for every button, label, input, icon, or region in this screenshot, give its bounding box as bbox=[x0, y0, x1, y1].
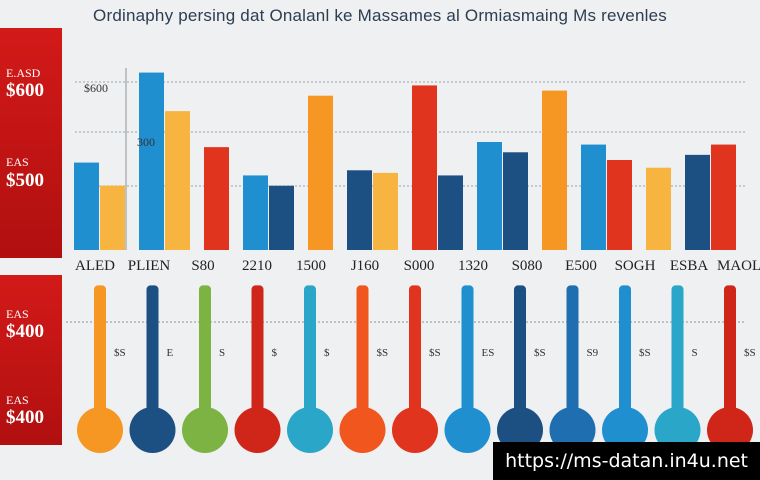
x-tick-label: 2210 bbox=[242, 258, 272, 274]
bar bbox=[477, 142, 502, 250]
x-tick-label: J160 bbox=[351, 258, 379, 274]
sidebar-label: EAS bbox=[6, 393, 29, 407]
bar bbox=[542, 90, 567, 250]
watermark-url: https://ms-datan.in4u.net bbox=[493, 442, 760, 480]
bar bbox=[243, 175, 268, 250]
x-axis-labels: ALED PLIEN S80 2210 1500 J160 S000 1320 S080 E500… bbox=[75, 258, 760, 274]
bar bbox=[646, 167, 671, 250]
bar bbox=[438, 175, 463, 250]
lollipop-stem bbox=[251, 285, 264, 415]
x-tick-label: S000 bbox=[404, 258, 435, 274]
bar bbox=[581, 144, 606, 250]
bar bbox=[607, 160, 632, 250]
lollipop-head bbox=[234, 407, 281, 453]
lollipop-head bbox=[392, 407, 438, 453]
lollipop-head bbox=[287, 407, 333, 453]
sidebar-top: E.ASD $600 EAS $500 bbox=[0, 28, 62, 258]
lollipop-label: E bbox=[167, 347, 174, 359]
lollipop-stem bbox=[566, 285, 579, 415]
bar bbox=[100, 185, 125, 250]
sidebar-bottom: EAS $400 EAS $400 bbox=[0, 275, 62, 445]
bar bbox=[711, 144, 736, 250]
x-tick-label: S80 bbox=[191, 258, 214, 274]
sidebar-label: EAS bbox=[6, 307, 29, 321]
bar bbox=[412, 85, 437, 250]
bar bbox=[347, 170, 372, 250]
x-tick-label: SOGH bbox=[615, 258, 656, 274]
lollipop-stem bbox=[619, 285, 631, 415]
lollipop-label: $S bbox=[744, 347, 756, 359]
sidebar-value: $400 bbox=[6, 407, 44, 428]
lollipop-head bbox=[444, 407, 491, 453]
sidebar-label: E.ASD bbox=[6, 66, 41, 80]
lollipop-head bbox=[129, 407, 176, 453]
lollipop-stem bbox=[409, 285, 421, 415]
sidebar-label: EAS bbox=[6, 155, 29, 169]
lollipop-head bbox=[497, 407, 543, 453]
lollipop-head bbox=[549, 407, 596, 453]
chart-grid bbox=[66, 68, 745, 323]
lollipop-label: $S bbox=[429, 347, 441, 359]
lollipop-label: S bbox=[219, 347, 225, 359]
lollipop-stem bbox=[671, 285, 684, 415]
chart-title: Ordinaphy persing dat Onalanl ke Massame… bbox=[93, 6, 667, 25]
x-tick-label: ESBA bbox=[670, 258, 709, 274]
x-tick-label: PLIEN bbox=[128, 258, 171, 274]
x-tick-label: MAOLT bbox=[717, 258, 760, 274]
bar bbox=[165, 111, 190, 251]
lollipop-stem bbox=[514, 285, 526, 415]
x-tick-label: ALED bbox=[75, 258, 115, 274]
lollipop-label: $S bbox=[114, 347, 126, 359]
x-tick-label: 1500 bbox=[296, 258, 326, 274]
bar bbox=[269, 185, 294, 250]
lollipop-label: S9 bbox=[587, 347, 599, 359]
bar bbox=[308, 95, 333, 250]
lollipop-stem bbox=[146, 285, 159, 415]
lollipop-stem bbox=[724, 285, 736, 415]
lollipop-head bbox=[654, 407, 701, 453]
lollipop-label: ES bbox=[482, 347, 495, 359]
x-tick-label: S080 bbox=[512, 258, 543, 274]
chart-bars bbox=[74, 72, 736, 251]
lollipop-stem bbox=[461, 285, 474, 415]
sidebar-value: $500 bbox=[6, 170, 44, 191]
sidebar-value: $600 bbox=[6, 80, 44, 101]
lollipop-head bbox=[707, 407, 753, 453]
sidebar-value: $400 bbox=[6, 321, 44, 342]
bar bbox=[373, 172, 398, 250]
lollipop-stem bbox=[356, 285, 369, 415]
bar bbox=[204, 147, 229, 250]
x-tick-label: 1320 bbox=[458, 258, 488, 274]
lollipop-label: $ bbox=[272, 347, 278, 359]
lollipop-label: $S bbox=[377, 347, 389, 359]
lollipop-label: S bbox=[692, 347, 698, 359]
lollipop-head bbox=[77, 407, 123, 453]
lollipop-stem bbox=[199, 285, 211, 415]
y-tick-label: 300 bbox=[137, 135, 155, 149]
y-tick-label: $600 bbox=[84, 81, 108, 95]
bar bbox=[685, 154, 710, 250]
x-tick-label: E500 bbox=[565, 258, 597, 274]
bar bbox=[139, 72, 164, 250]
bar bbox=[74, 162, 99, 250]
lollipop-label: $S bbox=[639, 347, 651, 359]
lollipop-label: $S bbox=[534, 347, 546, 359]
lollipop-head bbox=[182, 407, 228, 453]
lollipop-head bbox=[602, 407, 648, 453]
lollipop-row: $S E S $ $ $S $S ES $S S9 $S S $S bbox=[77, 285, 756, 453]
y-axis-ticks: $600 300 bbox=[84, 81, 155, 149]
lollipop-stem bbox=[94, 285, 106, 415]
bar bbox=[503, 152, 528, 250]
lollipop-head bbox=[339, 407, 386, 453]
lollipop-label: $ bbox=[324, 347, 330, 359]
lollipop-stem bbox=[304, 285, 316, 415]
